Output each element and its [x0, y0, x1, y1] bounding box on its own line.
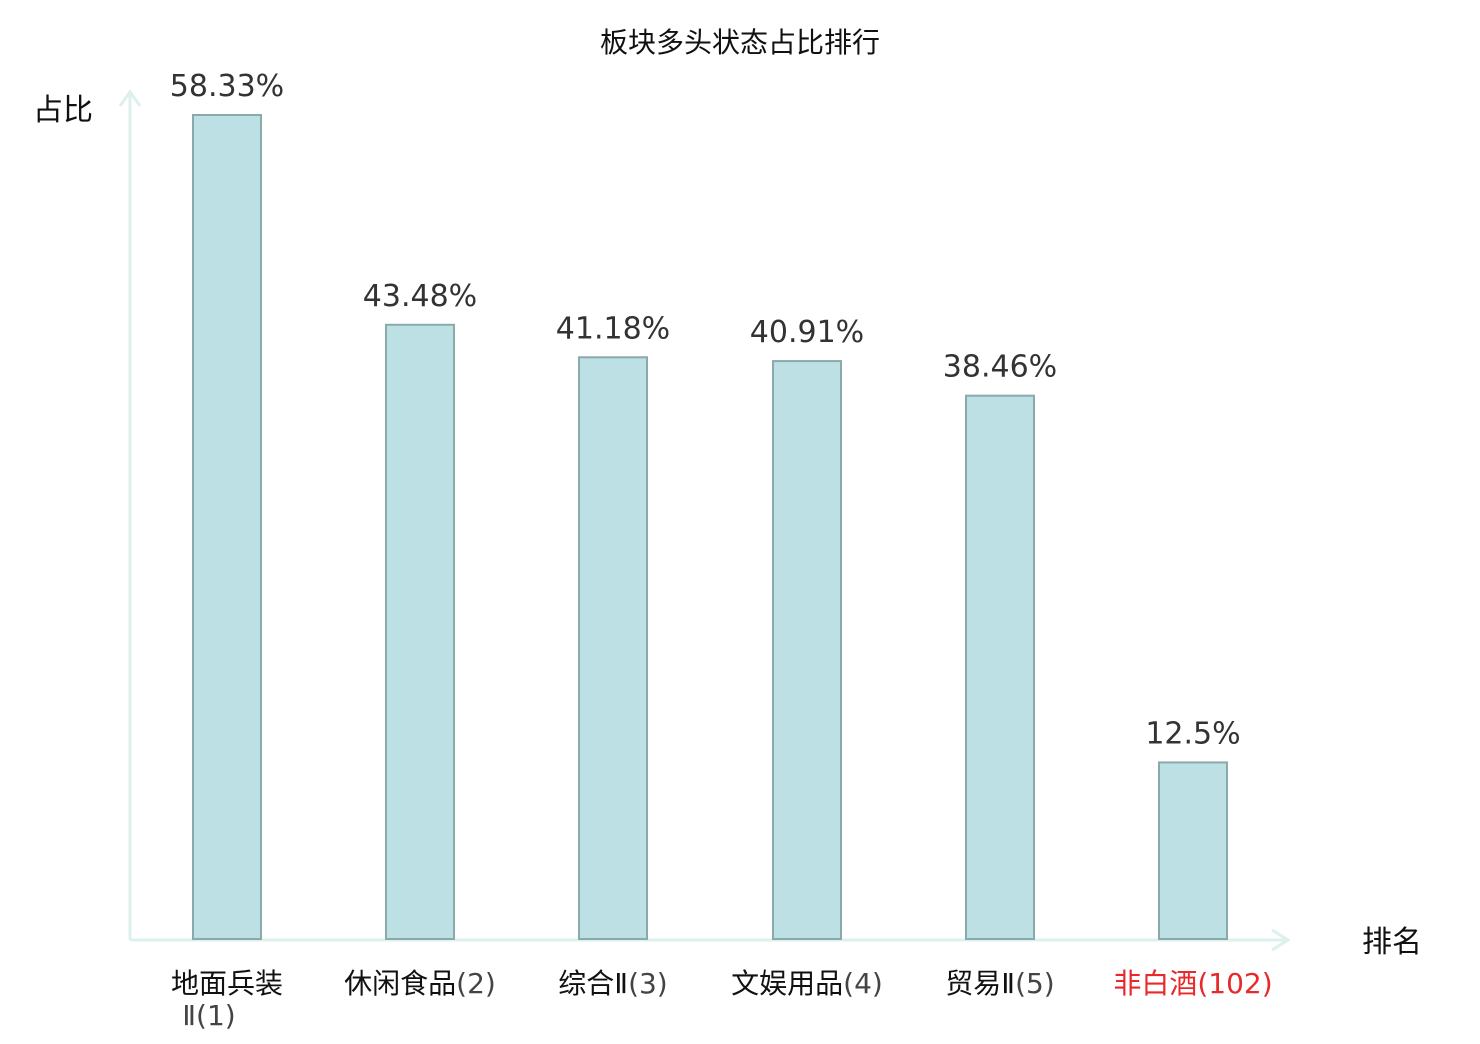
x-axis-label: 排名	[1362, 925, 1422, 960]
x-tick-name-6: 非白酒	[1113, 967, 1197, 1000]
x-tick-label-1: 地面兵装 Ⅱ(1)	[171, 967, 283, 1032]
y-axis-arrow	[118, 89, 142, 107]
x-tick-rank-4: (4)	[843, 967, 883, 1000]
data-label-6: 12.5%	[1145, 716, 1240, 751]
data-label-1: 58.33%	[170, 69, 284, 104]
x-tick-name-suffix-1: Ⅱ	[182, 999, 196, 1032]
ticks-layer: 地面兵装 Ⅱ(1) 休闲食品(2) 综合Ⅱ(3) 文娱用品(4) 贸易Ⅱ(5) 非白酒(10…	[171, 967, 1273, 1032]
x-axis-arrow	[1271, 928, 1291, 952]
x-tick-name-3: 综合Ⅱ	[558, 967, 628, 1000]
x-tick-label-2: 休闲食品(2)	[344, 967, 496, 1000]
x-tick-rank-1: (1)	[196, 999, 236, 1032]
data-label-5: 38.46%	[943, 350, 1057, 385]
bar-1	[192, 114, 262, 940]
x-tick-name-5: 贸易Ⅱ	[945, 967, 1015, 1000]
data-label-2: 43.48%	[363, 279, 477, 314]
bar-4	[772, 360, 842, 941]
x-tick-rank-6: (102)	[1197, 967, 1272, 1000]
bar-2	[385, 323, 455, 940]
x-tick-name-4: 文娱用品	[731, 967, 843, 1000]
bars-layer	[192, 114, 1228, 941]
data-label-3: 41.18%	[556, 311, 670, 346]
x-tick-name-1: 地面兵装	[171, 967, 283, 1000]
x-tick-rank-3: (3)	[628, 967, 668, 1000]
data-label-4: 40.91%	[750, 315, 864, 350]
x-tick-rank-5: (5)	[1015, 967, 1055, 1000]
bar-3	[578, 356, 648, 940]
x-tick-label-6: 非白酒(102)	[1113, 967, 1272, 1000]
x-tick-label-3: 综合Ⅱ(3)	[558, 967, 667, 1000]
x-tick-label-5: 贸易Ⅱ(5)	[945, 967, 1054, 1000]
y-axis-label: 占比	[33, 93, 93, 128]
bar-5	[965, 394, 1035, 940]
chart-title: 板块多头状态占比排行	[600, 26, 880, 59]
x-tick-rank-2: (2)	[456, 967, 496, 1000]
x-tick-label-4: 文娱用品(4)	[731, 967, 883, 1000]
x-tick-name-2: 休闲食品	[344, 967, 456, 1000]
bar-6	[1158, 761, 1228, 940]
labels-layer: 58.33% 43.48% 41.18% 40.91% 38.46% 12.5%	[170, 69, 1241, 751]
